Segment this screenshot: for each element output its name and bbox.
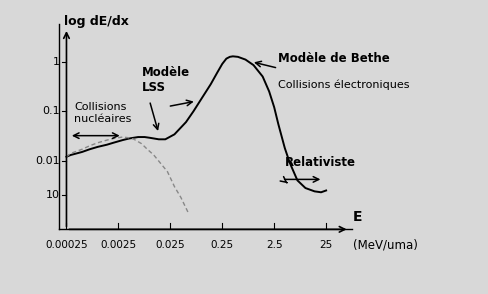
Text: Relativiste: Relativiste [284, 156, 355, 168]
Text: 0.0025: 0.0025 [100, 240, 136, 250]
Text: Collisions électroniques: Collisions électroniques [278, 79, 409, 90]
Text: 0.25: 0.25 [210, 240, 233, 250]
Text: 2.5: 2.5 [265, 240, 282, 250]
Text: 1: 1 [53, 57, 60, 67]
Text: 10: 10 [46, 190, 60, 200]
Text: 0.1: 0.1 [42, 106, 60, 116]
Text: 25: 25 [319, 240, 332, 250]
Text: Collisions
nucléaires: Collisions nucléaires [74, 102, 131, 124]
Text: log dE/dx: log dE/dx [64, 15, 128, 28]
Text: 0.025: 0.025 [155, 240, 185, 250]
Text: 0.01: 0.01 [36, 156, 60, 166]
Text: Modèle de Bethe: Modèle de Bethe [278, 52, 389, 65]
Text: 0.00025: 0.00025 [45, 240, 88, 250]
Text: E: E [352, 210, 362, 224]
Text: Modèle
LSS: Modèle LSS [142, 66, 189, 94]
Text: (MeV/uma): (MeV/uma) [352, 238, 417, 251]
